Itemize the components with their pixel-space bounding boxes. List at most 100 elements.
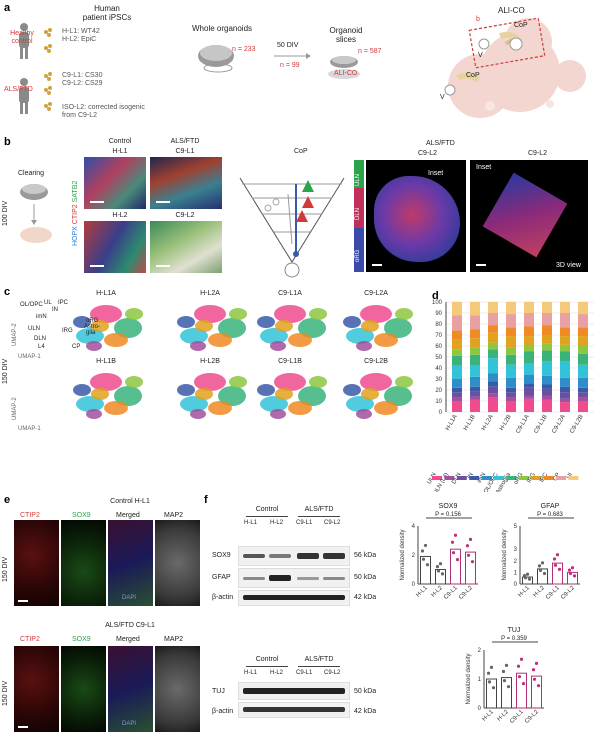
clearing-icon [20,184,52,243]
umap-cluster [177,316,195,328]
mean-bar [516,672,527,709]
bar-segment [470,347,480,355]
bar-segment [578,327,588,337]
e-dapi-top: DAPI [122,595,137,601]
organoid-slices-label: Organoid slices [329,26,363,44]
x-tick-label: H-L2B [499,414,513,432]
v-label-1: V [478,52,483,59]
person-icons [19,23,29,114]
e-map2-bot: MAP2 [164,636,184,643]
bar-segment [452,365,462,379]
b-c9l2c-label: C9-L2 [528,150,548,157]
bar-segment [542,325,552,335]
bar-segment [524,363,534,375]
umap2-label-top: UMAP-2 [12,323,18,346]
umap-cluster [270,341,286,351]
umap-cluster [90,373,122,391]
e-map2-image-top [155,520,200,606]
panel-label-a: a [4,2,11,14]
bar-segment [578,336,588,346]
bar-segment [470,365,480,377]
bar-segment [506,354,516,365]
umap-cluster [274,305,306,323]
umap-cluster [114,386,142,406]
bar-segment [578,314,588,328]
legend-swatch [469,476,480,480]
data-point [466,553,471,557]
data-point [538,568,543,573]
micrograph-c9l1 [150,157,222,209]
uln-label: ULN [355,173,361,186]
umap-cluster [114,318,142,338]
bar-segment [542,375,552,385]
bar-segment [452,339,462,350]
density-charts: SOX9 P = 0.156 0 2 4 Normalized density H-L1 H-… [400,503,580,725]
panel-label-f: f [204,494,208,506]
bar-segment [560,392,570,399]
e-div150-bot: 150 DIV [2,680,9,706]
umap-cluster [356,409,372,419]
n587-label: n = 587 [358,48,382,55]
umap-cluster-label: UL [44,300,52,306]
layer-colorbar [354,160,364,272]
data-point [470,560,475,564]
bar-segment [470,391,480,397]
y-tick-label: 4 [412,524,416,530]
b-hl1-label: H-L1 [112,148,128,155]
umap-cluster [260,396,288,412]
bar-segment [524,336,534,346]
legend-swatch [518,476,529,480]
e-top-title: Control H-L1 [110,498,150,505]
e-div150-top: 150 DIV [2,556,9,582]
umap-plot [73,305,143,351]
bar-segment [524,326,534,337]
f-kda50b: 50 kDa [354,688,377,695]
legend-label: UI [566,472,574,480]
umap-cluster [360,305,392,323]
data-point [555,553,560,557]
y-tick-label: 0 [478,706,482,712]
mean-bar [450,548,461,585]
human-ipscs-label: Human patient iPSCs [82,4,132,22]
umap-cluster [298,318,326,338]
data-point [527,577,532,581]
umap-cluster [288,401,312,415]
legend-swatch [432,476,442,480]
bar-segment [506,387,516,393]
umap-title: H-L2A [200,290,220,297]
umap-cluster [180,396,208,412]
group-label: C9-L2 [524,709,540,725]
data-point [504,663,509,667]
data-point [532,677,537,681]
umap-plot [73,373,143,419]
data-point [502,678,507,683]
legend-swatch [531,476,542,480]
div50-label: 50 DIV [277,42,299,49]
bar-segment [452,387,462,393]
umap-cluster-label: oRG [86,318,99,324]
umap-cluster [91,388,109,400]
legend-swatch [506,476,517,480]
y-tick-label: 3 [514,547,518,553]
stacked-bar-chart: 0 10 20 30 40 50 60 70 80 90 100 H-L1A H-L1B H-L2A H-L… [427,300,594,492]
bar-segment [488,397,498,412]
y-tick-label: 0 [514,582,518,588]
umap-cluster [343,384,361,396]
data-point [540,561,545,565]
umap-cluster [298,386,326,406]
whole-organoids-label: Whole organoids [192,24,253,33]
umap-plot [343,373,413,419]
e-ctip2-bot: CTIP2 [20,636,40,643]
umap-plot [177,305,247,351]
bar-segment [488,325,498,333]
umap-cluster-label: L4 [38,344,45,350]
umap-cluster [73,384,91,396]
mean-bar [486,678,497,709]
bar-segment [524,374,534,384]
umap-cluster [374,333,398,347]
p-value: P = 0.359 [501,636,527,642]
y-tick-label: 2 [514,559,518,565]
umap-cluster [257,384,275,396]
bar-segment [524,398,534,412]
data-point [516,664,521,668]
